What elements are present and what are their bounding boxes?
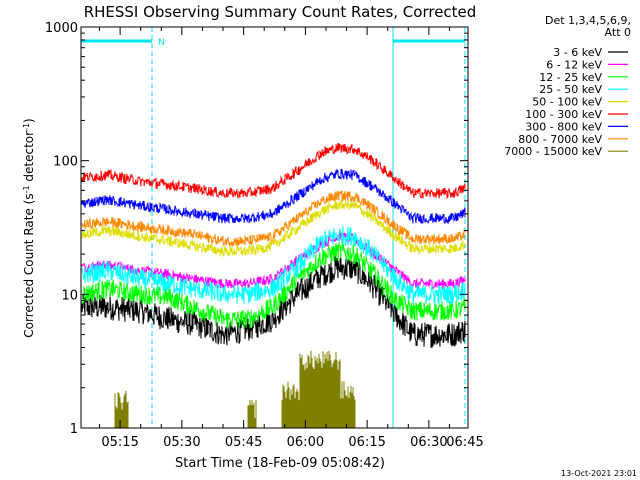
- y-tick-label: 100: [53, 155, 78, 170]
- legend-label: 6 - 12 keV: [546, 58, 602, 71]
- y-axis-label-sup2: -1: [22, 123, 31, 131]
- legend-label: 12 - 25 keV: [539, 71, 602, 84]
- series-line-50-100keV: [81, 197, 466, 257]
- series-line-300-800keV: [81, 168, 466, 225]
- series-line-3-6keV: [81, 256, 466, 348]
- attenuator-marker: N: [158, 38, 165, 48]
- x-tick-label: 05:30: [163, 435, 200, 450]
- plot-frame: [80, 26, 469, 429]
- x-tick-label: 05:45: [225, 435, 262, 450]
- plot-area: N 1 10 100 1000 05:15 05:30 05:45 06:00 06:15 06:3…: [45, 21, 484, 450]
- series-line-100-300keV: [81, 143, 466, 200]
- legend-label: 800 - 7000 keV: [518, 133, 602, 146]
- legend-label: 300 - 800 keV: [525, 120, 602, 133]
- x-tick-label: 05:15: [101, 435, 138, 450]
- x-tick-label: 06:30: [410, 435, 447, 450]
- x-tick-label: 06:15: [348, 435, 385, 450]
- legend-label: 3 - 6 keV: [553, 46, 602, 59]
- series-line-800-7000keV: [81, 190, 466, 247]
- series-line-25-50keV: [81, 225, 466, 306]
- y-axis-label-mid: detector: [22, 131, 36, 186]
- legend-header-line-1: Det 1,3,4,5,6,9,: [545, 14, 631, 27]
- footer-date: 13-Oct-2021 23:01: [561, 469, 637, 478]
- legend-label: 25 - 50 keV: [539, 83, 602, 96]
- legend-header-line-2: Att 0: [605, 26, 631, 39]
- series-line-12-25keV: [81, 241, 466, 330]
- legend-label: 7000 - 15000 keV: [504, 145, 602, 158]
- series-line-7000-15000keV: [114, 350, 356, 428]
- y-axis-label-main: Corrected Count Rate (s: [22, 193, 36, 337]
- legend-label: 50 - 100 keV: [532, 96, 602, 109]
- y-tick-label: 1000: [45, 21, 78, 36]
- y-axis-label: Corrected Count Rate (s-1 detector-1): [22, 118, 37, 337]
- y-axis-label-end: ): [22, 118, 36, 123]
- chart-title: RHESSI Observing Summary Count Rates, Co…: [84, 3, 477, 21]
- x-axis-label: Start Time (18-Feb-09 05:08:42): [175, 456, 385, 471]
- x-tick-label: 06:00: [287, 435, 324, 450]
- y-tick-label: 1: [70, 422, 78, 437]
- x-tick-label: 06:45: [446, 435, 483, 450]
- legend-label: 100 - 300 keV: [525, 108, 602, 121]
- y-tick-label: 10: [61, 288, 78, 303]
- y-axis-label-sup1: -1: [22, 185, 31, 193]
